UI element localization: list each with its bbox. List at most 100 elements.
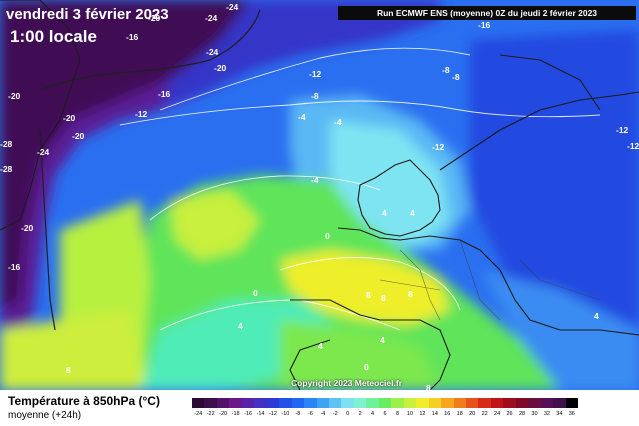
scale-swatch	[503, 398, 516, 408]
scale-tick-label: 16	[444, 411, 451, 417]
greenland-coast	[0, 0, 81, 231]
isotherm-label: -8	[452, 72, 460, 82]
isotherm-label: -20	[8, 91, 21, 101]
isotherm-label: 0	[253, 288, 258, 298]
scale-swatch	[254, 398, 267, 408]
isotherm-label: -16	[8, 262, 21, 272]
scale-tick-label: 30	[531, 411, 538, 417]
scale-tick-label: 0	[346, 411, 350, 417]
scale-swatch	[304, 398, 317, 408]
isotherm-label: -28	[0, 164, 13, 174]
scale-tick-label: -4	[320, 411, 326, 417]
scale-tick-label: 10	[406, 411, 413, 417]
scale-tick-label: 6	[383, 411, 387, 417]
scale-swatch	[192, 398, 205, 408]
scale-swatch	[279, 398, 292, 408]
scale-swatch	[266, 398, 280, 408]
isotherm-label: 0	[325, 231, 330, 241]
scale-swatch	[353, 398, 367, 408]
color-scale-ticks: -24 -22 -20 -18 -16 -14 -12 -10 -8 -6 -4 -2 0 2 4 6 8 10 1…	[192, 410, 578, 420]
british-isles-outline	[357, 159, 441, 237]
scale-swatch	[341, 398, 354, 408]
temperature-map	[0, 0, 639, 390]
isotherm-label: -20	[72, 131, 85, 141]
scale-tick-label: 32	[543, 411, 550, 417]
legend-subtitle: moyenne (+24h)	[8, 410, 82, 421]
scale-tick-label: 28	[518, 411, 526, 417]
scale-tick-label: -6	[307, 411, 313, 417]
isotherm-bold	[39, 9, 261, 331]
violet-band	[160, 0, 440, 105]
legend-title: Température à 850hPa (°C)	[8, 394, 160, 408]
scale-tick-label: -14	[256, 411, 265, 417]
scale-tick-label: -16	[244, 411, 253, 417]
scale-tick-label: 26	[506, 411, 513, 417]
isotherm-label: 8	[408, 289, 413, 299]
isotherm-label: -24	[226, 2, 239, 12]
iberia-coast	[289, 339, 331, 390]
scale-tick-label: 2	[358, 411, 362, 417]
scale-swatch	[204, 398, 217, 408]
scale-tick-label: -20	[219, 411, 228, 417]
isotherm-label: 4	[318, 341, 323, 351]
france-coast	[290, 299, 451, 390]
isotherm-label: -20	[63, 113, 76, 123]
isotherm-label: 8	[426, 383, 431, 393]
forecast-time: 1:00 locale	[10, 27, 97, 46]
isotherm-label: -24	[37, 147, 50, 157]
scale-swatch	[441, 398, 454, 408]
scale-swatch	[515, 398, 529, 408]
scale-swatch	[216, 398, 230, 408]
borders	[379, 239, 601, 321]
scale-tick-label: 4	[371, 411, 375, 417]
isotherm-label: -16	[126, 32, 139, 42]
scale-tick-label: 20	[469, 411, 476, 417]
isotherm-label: -8	[311, 91, 319, 101]
scale-tick-label: -8	[295, 411, 301, 417]
scale-swatch	[403, 398, 417, 408]
isotherm-label: -4	[311, 175, 319, 185]
forecast-date: vendredi 3 février 2023	[6, 6, 169, 23]
scale-tick-label: 34	[556, 411, 563, 417]
scale-swatch	[328, 398, 342, 408]
isotherm-label: -16	[158, 89, 171, 99]
green-iberia	[280, 320, 440, 390]
scale-tick-label: -22	[206, 411, 215, 417]
isotherm-label: -24	[205, 13, 218, 23]
isotherm-label: -8	[442, 65, 450, 75]
isotherm-label: -16	[478, 20, 491, 30]
legend-footer: Température à 850hPa (°C) moyenne (+24h)…	[0, 390, 639, 426]
scale-tick-label: 18	[456, 411, 463, 417]
isotherm-label: 4	[382, 208, 387, 218]
isotherm-label: -4	[298, 112, 306, 122]
scale-swatch	[391, 398, 404, 408]
isotherm-lines	[119, 47, 601, 331]
color-scale	[192, 398, 579, 408]
isotherm-label: 0	[364, 362, 369, 372]
scale-tick-label: -10	[281, 411, 290, 417]
isotherm-label: -20	[148, 13, 161, 23]
isotherm-label: 4	[410, 208, 415, 218]
coastlines	[289, 54, 639, 390]
isotherm-label: -12	[135, 109, 148, 119]
isotherm-label: 4	[238, 321, 243, 331]
scale-tick-label: -12	[268, 411, 277, 417]
isotherm-label: 4	[594, 311, 599, 321]
isotherm-label: -12	[616, 125, 629, 135]
scale-tick-label: 22	[481, 411, 488, 417]
scale-swatch	[465, 398, 479, 408]
scale-tick-label: 14	[431, 411, 438, 417]
scale-swatch	[366, 398, 379, 408]
yellow-zone-france	[280, 250, 450, 325]
isotherm-label: -12	[432, 142, 445, 152]
isotherm-label: 4	[380, 335, 385, 345]
scandinavia-coast	[439, 91, 639, 171]
yellow-green-atlantic	[170, 190, 260, 260]
continent-coast	[337, 227, 639, 336]
isotherm-label: -28	[0, 139, 13, 149]
isotherm-label: 8	[66, 365, 71, 375]
isotherm-label: -20	[21, 223, 34, 233]
scale-tick-label: 8	[395, 411, 399, 417]
cyan-zone	[330, 120, 450, 245]
